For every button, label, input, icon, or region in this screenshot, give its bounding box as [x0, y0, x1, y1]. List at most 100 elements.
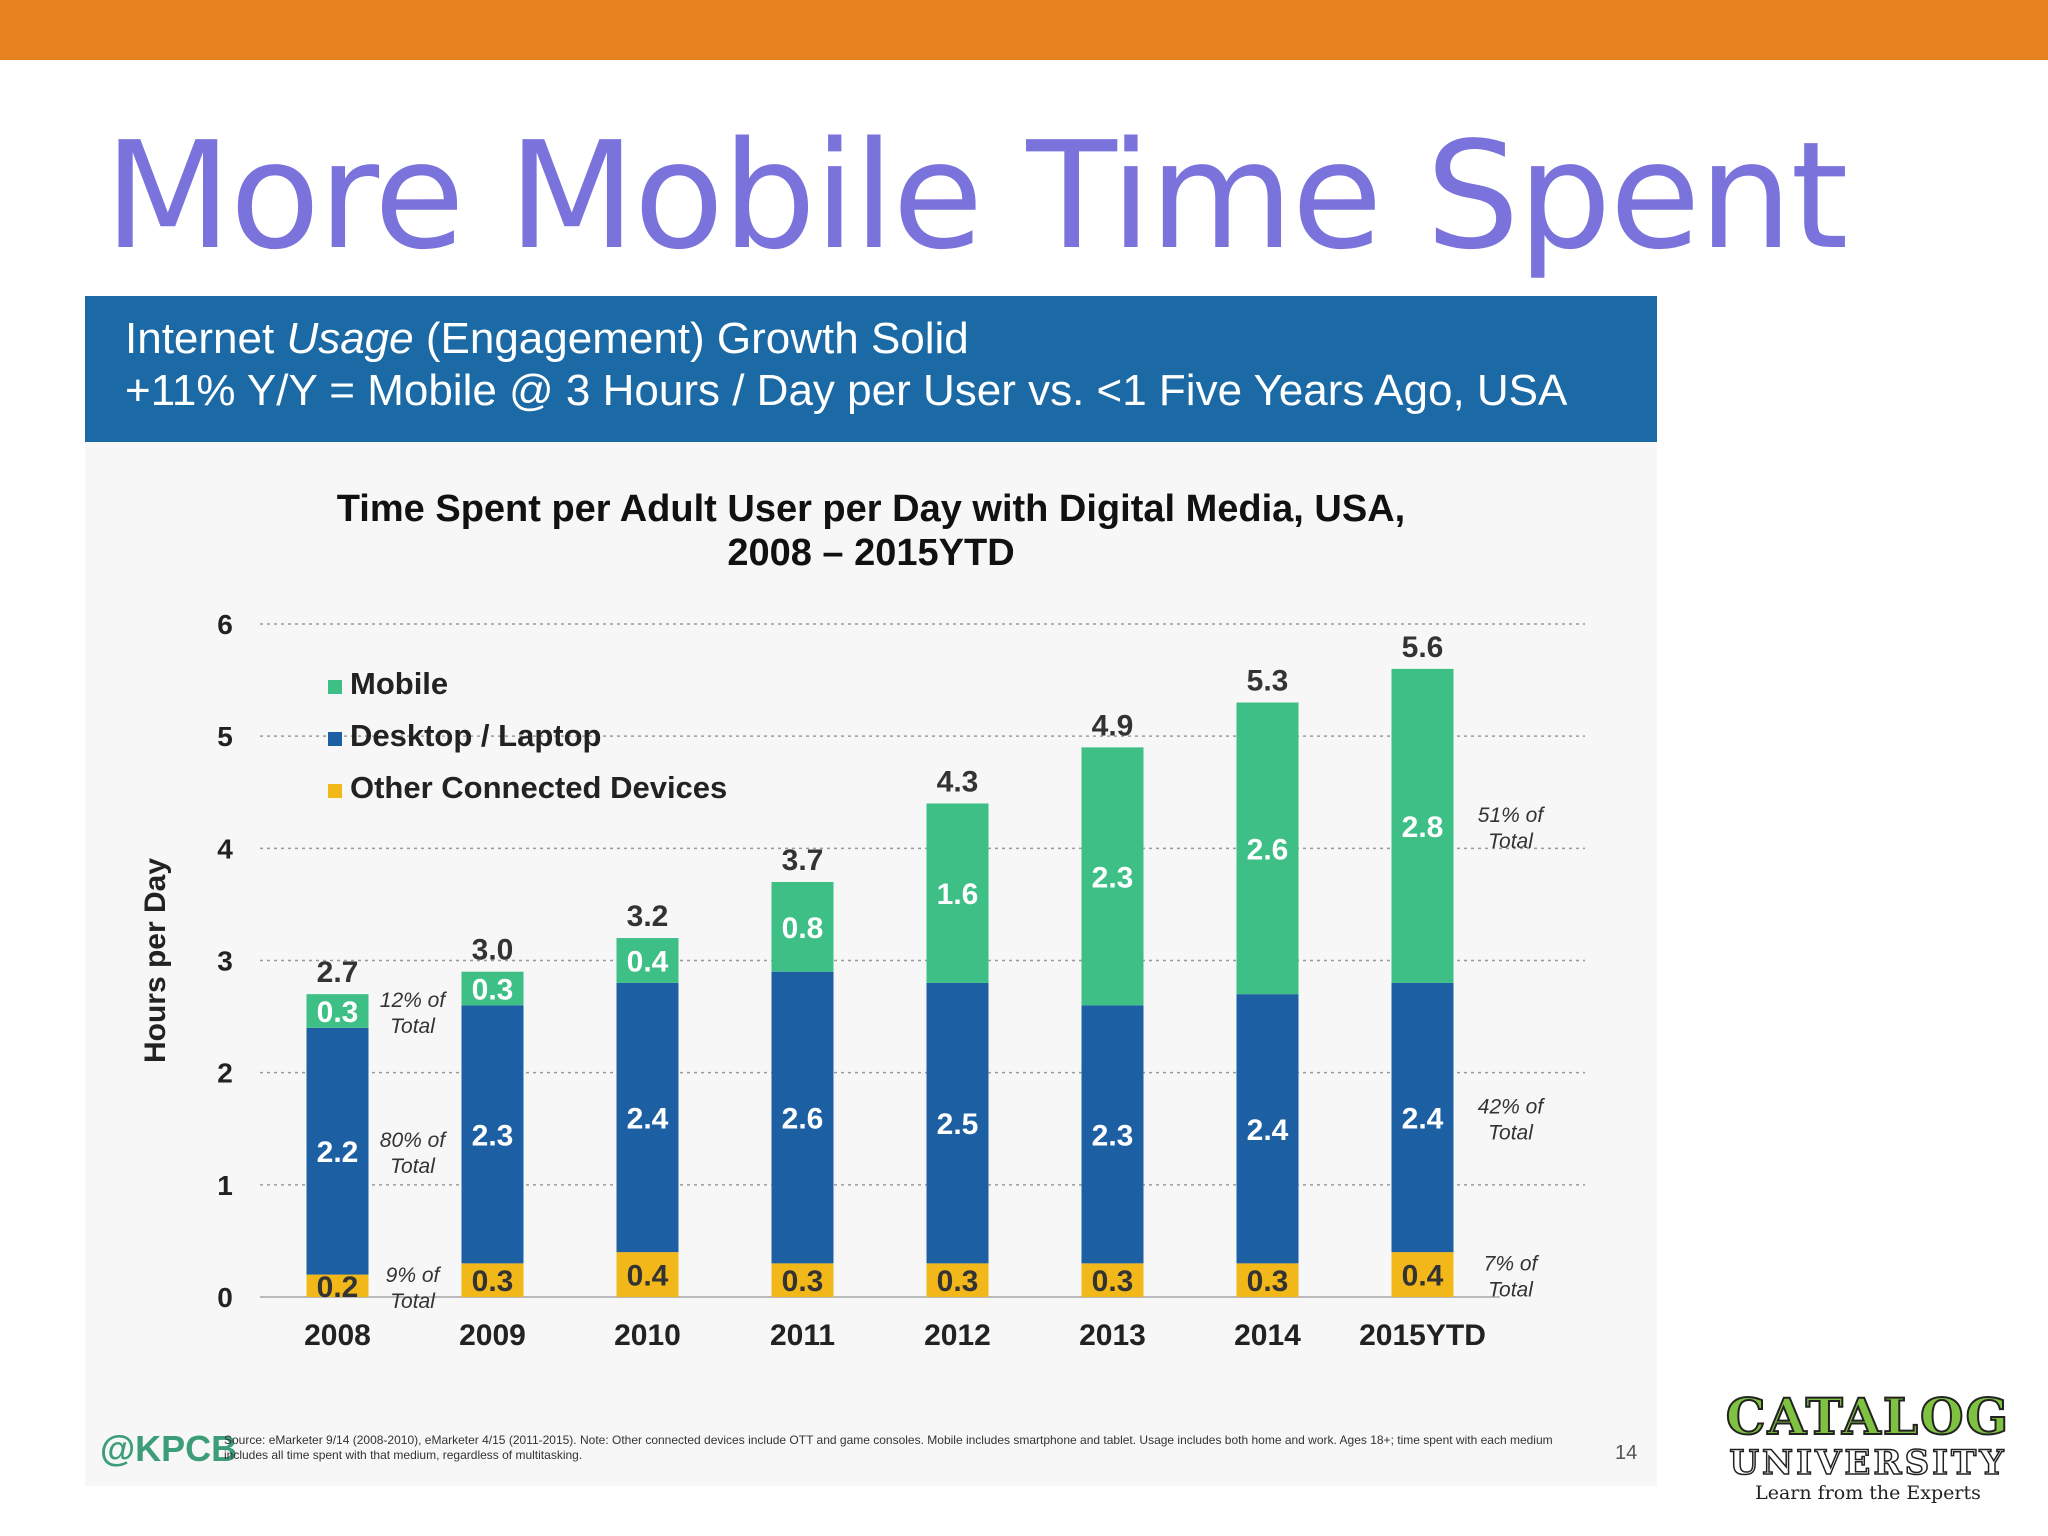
data-label: 2.6 [782, 1103, 824, 1136]
bar-segment [461, 1005, 524, 1264]
data-label: 0.3 [1247, 1265, 1289, 1298]
data-label: 2.2 [317, 1136, 359, 1169]
bar-segment [306, 1027, 369, 1275]
data-label: 0.8 [782, 912, 824, 945]
total-label: 5.3 [1247, 665, 1289, 698]
data-label: 2.5 [937, 1108, 979, 1141]
banner-text-usage: Usage [286, 314, 414, 363]
data-label: 0.3 [782, 1265, 824, 1298]
legend-label: Desktop / Laptop [350, 718, 601, 753]
logo-line-1: CATALOG [1725, 1387, 2011, 1446]
chart-title-line-2: 2008 – 2015YTD [727, 532, 1015, 574]
share-annotation: Total [390, 1290, 436, 1313]
x-tick-label: 2008 [304, 1319, 371, 1352]
data-label: 2.4 [1402, 1103, 1444, 1136]
bar-segment [1391, 668, 1454, 983]
total-label: 3.0 [472, 934, 514, 967]
total-label: 4.9 [1092, 709, 1134, 742]
x-tick-label: 2012 [924, 1319, 991, 1352]
share-annotation: 80% of [380, 1129, 448, 1152]
bar-segment [926, 803, 989, 983]
data-label: 0.3 [317, 996, 359, 1029]
slide-title: More Mobile Time Spent [104, 110, 1848, 282]
stacked-bar-chart: 0 1 2 3 4 5 6 Hours per Day 0.2 2.2 0.3 2.7 2008 0.3 2… [139, 609, 1585, 1352]
data-label: 0.3 [1092, 1265, 1134, 1298]
logo-line-2: UNIVERSITY [1729, 1443, 2007, 1483]
legend-swatch [328, 732, 342, 746]
logo-tagline: Learn from the Experts [1755, 1482, 1981, 1504]
bar-segment [1236, 994, 1299, 1264]
y-tick-label: 0 [217, 1282, 233, 1313]
bar-segment [1081, 747, 1144, 1006]
x-tick-label: 2015YTD [1359, 1319, 1486, 1352]
share-annotation: 7% of [1484, 1253, 1540, 1276]
x-tick-label: 2009 [459, 1319, 526, 1352]
y-axis-label: Hours per Day [139, 858, 172, 1063]
y-tick-label: 6 [217, 609, 233, 640]
catalog-university-logo: CATALOG UNIVERSITY Learn from the Expert… [1718, 1387, 2018, 1505]
legend-label: Mobile [350, 666, 448, 701]
total-label: 3.2 [627, 900, 669, 933]
x-tick-label: 2010 [614, 1319, 681, 1352]
total-label: 4.3 [937, 765, 979, 798]
bar-segment [926, 1263, 989, 1297]
share-annotation: Total [1488, 830, 1534, 853]
chart-title: Time Spent per Adult User per Day with D… [85, 487, 1657, 575]
bar-segment [306, 1274, 369, 1297]
bar-segment [616, 982, 679, 1253]
share-annotation: Total [1488, 1279, 1534, 1302]
share-annotation: Total [1488, 1122, 1534, 1145]
data-label: 2.6 [1247, 833, 1289, 866]
data-label: 0.4 [627, 946, 669, 979]
data-label: 2.4 [1247, 1114, 1289, 1147]
legend-label: Other Connected Devices [350, 770, 727, 805]
banner-line-2: +11% Y/Y = Mobile @ 3 Hours / Day per Us… [125, 366, 1568, 415]
bar-segment [771, 1263, 834, 1297]
total-label: 3.7 [782, 844, 824, 877]
data-label: 0.3 [937, 1265, 979, 1298]
share-annotation: Total [390, 1015, 436, 1038]
banner-text-c: (Engagement) Growth Solid [413, 314, 969, 363]
y-tick-label: 1 [217, 1170, 233, 1201]
x-tick-label: 2013 [1079, 1319, 1146, 1352]
bar-segment [616, 1252, 679, 1297]
banner-text-a: Internet [125, 314, 287, 363]
headline-banner: Internet Usage (Engagement) Growth Solid… [85, 296, 1657, 442]
data-label: 2.3 [1092, 861, 1134, 894]
data-label: 2.8 [1402, 811, 1444, 844]
x-tick-label: 2014 [1234, 1319, 1301, 1352]
bar-segment [771, 971, 834, 1264]
bar-segment [616, 938, 679, 983]
share-annotation: 9% of [386, 1264, 442, 1287]
bar-segment [1081, 1263, 1144, 1297]
total-label: 5.6 [1402, 631, 1444, 664]
bar-segment [1236, 702, 1299, 995]
share-annotation: 12% of [380, 989, 448, 1012]
x-tick-label: 2011 [770, 1319, 835, 1352]
bar-segment [1391, 982, 1454, 1253]
bar-segment [461, 1263, 524, 1297]
page-number: 14 [1615, 1442, 1638, 1464]
data-label: 0.3 [472, 1265, 514, 1298]
share-annotation: 51% of [1478, 804, 1546, 827]
bar-segment [461, 971, 524, 1006]
data-label: 1.6 [937, 878, 979, 911]
data-label: 0.2 [317, 1271, 359, 1304]
top-accent-bar [0, 0, 2048, 60]
legend-swatch [328, 680, 342, 694]
share-annotation: Total [390, 1155, 436, 1178]
banner-line-1: Internet Usage (Engagement) Growth Solid [125, 314, 969, 364]
bar-segment [306, 994, 369, 1028]
legend-swatch [328, 784, 342, 798]
source-note: Source: eMarketer 9/14 (2008-2010), eMar… [224, 1433, 1553, 1462]
share-annotation: 42% of [1478, 1096, 1546, 1119]
bar-segment [1081, 1005, 1144, 1264]
chart-title-line-1: Time Spent per Adult User per Day with D… [336, 488, 1406, 530]
data-label: 2.3 [472, 1119, 514, 1152]
data-label: 0.4 [1402, 1260, 1444, 1293]
y-tick-label: 3 [217, 946, 233, 977]
data-label: 2.3 [1092, 1119, 1134, 1152]
y-tick-label: 2 [217, 1058, 233, 1089]
data-label: 2.4 [627, 1103, 669, 1136]
data-label: 0.3 [472, 974, 514, 1007]
